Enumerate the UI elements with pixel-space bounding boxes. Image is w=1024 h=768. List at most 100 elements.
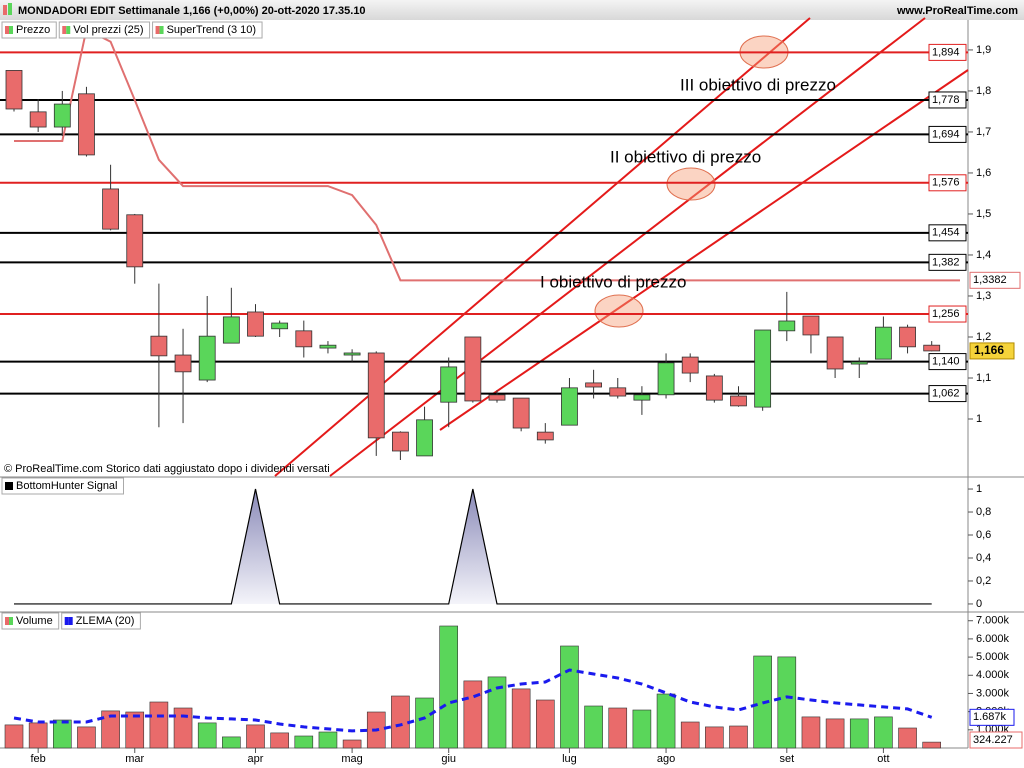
x-tick-label: feb bbox=[31, 753, 46, 765]
legend-box bbox=[58, 21, 151, 39]
candle-body bbox=[416, 419, 433, 457]
supertrend-last-label: 1,3382 bbox=[973, 274, 1007, 286]
signal-area bbox=[14, 489, 932, 604]
x-tick-label: apr bbox=[248, 753, 264, 765]
legend-swatch bbox=[68, 617, 73, 625]
candle-body bbox=[730, 395, 747, 407]
candle-body bbox=[391, 431, 409, 452]
candle-body bbox=[681, 356, 699, 374]
volume-bar bbox=[197, 722, 217, 749]
volume-bar bbox=[874, 716, 893, 749]
volume-bar bbox=[415, 697, 434, 749]
x-tick-label: lug bbox=[562, 753, 577, 765]
volume-last-label: 324.227 bbox=[973, 734, 1013, 746]
volume-bar bbox=[825, 718, 845, 749]
candle-body bbox=[875, 326, 892, 360]
header-icon bbox=[8, 3, 12, 15]
candle-body bbox=[102, 188, 119, 230]
volume-bar bbox=[294, 735, 314, 749]
header-bar bbox=[0, 0, 1024, 20]
level-label: 1,778 bbox=[932, 94, 960, 106]
x-tick-label: giu bbox=[441, 753, 456, 765]
volume-bar bbox=[656, 693, 676, 749]
y-tick-label: 1,1 bbox=[976, 372, 991, 384]
candle-body bbox=[295, 330, 313, 348]
level-tag bbox=[928, 91, 967, 109]
y-tick-label: 1,3 bbox=[976, 290, 991, 302]
candle-body bbox=[754, 329, 772, 408]
volume-bar bbox=[222, 736, 241, 749]
legend-swatch bbox=[9, 26, 13, 34]
candle-body bbox=[174, 354, 192, 373]
candle-body bbox=[850, 361, 868, 365]
annotation: I obiettivo di prezzo bbox=[540, 272, 686, 291]
legend-box bbox=[1, 477, 124, 495]
x-tick-label: set bbox=[779, 753, 794, 765]
volume-bar bbox=[463, 680, 483, 749]
legend-box bbox=[1, 21, 57, 39]
header-site[interactable]: www.ProRealTime.com bbox=[896, 5, 1018, 17]
volume-bar bbox=[922, 741, 942, 749]
volume-bar bbox=[560, 645, 579, 749]
level-tag bbox=[928, 253, 967, 271]
x-tick-label: ago bbox=[657, 753, 675, 765]
candle-body bbox=[802, 315, 820, 336]
trend-channel bbox=[274, 17, 969, 477]
volume-bar bbox=[342, 739, 362, 749]
volume-bar bbox=[4, 724, 24, 749]
level-tag bbox=[928, 353, 967, 371]
last-price-tag bbox=[969, 342, 1015, 360]
level-label: 1,062 bbox=[932, 387, 960, 399]
volume-bar bbox=[28, 722, 48, 749]
y-tick-label: 6.000k bbox=[976, 633, 1010, 645]
level-tag bbox=[928, 305, 967, 323]
candle-body bbox=[222, 316, 240, 344]
level-label: 1,140 bbox=[932, 355, 960, 367]
y-tick-label: 5.000k bbox=[976, 651, 1010, 663]
candle-body bbox=[198, 335, 216, 381]
volume-bar bbox=[535, 699, 555, 749]
candle-body bbox=[657, 362, 675, 396]
volume-bar bbox=[439, 625, 459, 749]
legend-box bbox=[61, 612, 141, 630]
candle-body bbox=[319, 344, 337, 349]
zlema-last-label: 1.687k bbox=[973, 711, 1007, 723]
candle-body bbox=[78, 93, 95, 156]
annotation: II obiettivo di prezzo bbox=[610, 147, 761, 166]
y-tick-label: 0 bbox=[976, 598, 982, 610]
candle-body bbox=[923, 344, 941, 352]
volume-bar bbox=[125, 711, 145, 749]
volume-bar bbox=[801, 716, 821, 749]
header-icon bbox=[3, 5, 7, 15]
y-tick-label: 7.000k bbox=[976, 615, 1010, 627]
volume-bar bbox=[632, 709, 652, 749]
candle-body bbox=[29, 111, 47, 128]
legend-swatch bbox=[159, 26, 164, 34]
x-tick-label: mar bbox=[125, 753, 144, 765]
legend-label: Prezzo bbox=[16, 24, 50, 36]
volume-bar bbox=[898, 727, 917, 749]
level-tag bbox=[928, 43, 967, 61]
y-tick-label: 1,4 bbox=[976, 249, 991, 261]
legend-label: Vol prezzi (25) bbox=[73, 24, 143, 36]
last-price-label: 1,166 bbox=[974, 343, 1004, 357]
y-tick-label: 0,2 bbox=[976, 575, 991, 587]
legend-swatch bbox=[64, 617, 69, 625]
legend-swatch bbox=[5, 482, 9, 490]
y-tick-label: 1,5 bbox=[976, 208, 991, 220]
candle-body bbox=[5, 70, 23, 110]
volume-bar bbox=[680, 721, 700, 749]
candle-body bbox=[150, 335, 168, 357]
legend-label: BottomHunter Signal bbox=[16, 480, 118, 492]
volume-bar bbox=[101, 710, 120, 749]
legend-box bbox=[1, 612, 60, 630]
candle-body bbox=[512, 397, 530, 429]
y-tick-label: 4.000k bbox=[976, 669, 1010, 681]
y-tick-label: 1 bbox=[976, 483, 982, 495]
y-tick-label: 1 bbox=[976, 413, 982, 425]
footer-note: © ProRealTime.com Storico dati aggiustat… bbox=[4, 463, 330, 475]
legend-label: ZLEMA (20) bbox=[76, 615, 135, 627]
level-tag bbox=[928, 174, 967, 192]
volume-bar bbox=[729, 725, 748, 749]
